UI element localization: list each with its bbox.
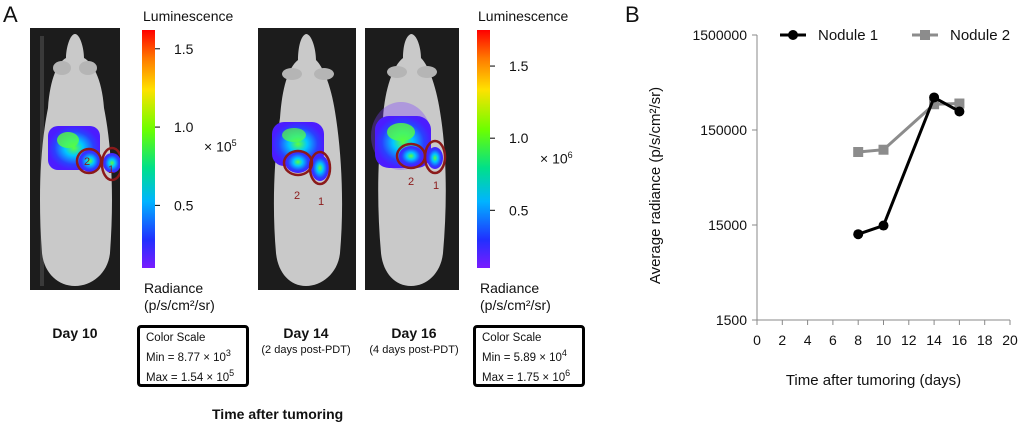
colorbar-2-title: Luminescence bbox=[478, 8, 569, 24]
colorbar-1-unit: Radiance bbox=[144, 280, 204, 296]
color-scale-min: Min = 8.77 × 103 bbox=[146, 348, 231, 364]
color-scale-title: Color Scale bbox=[146, 332, 206, 344]
data-point-nodule-2 bbox=[929, 99, 940, 110]
x-tick-label: 20 bbox=[1002, 332, 1018, 348]
nodule-label-2: 2 bbox=[408, 176, 415, 188]
panel-b-label: B bbox=[625, 2, 640, 27]
day-14-subtitle: (2 days post-PDT) bbox=[261, 344, 351, 356]
roi-nodule-1 bbox=[423, 139, 447, 175]
x-tick-label: 0 bbox=[753, 332, 761, 348]
radiance-chart: 1500 15000 150000 1500000 0 2 4 6 8 10 12 14 16 18 20 T… bbox=[647, 27, 1018, 389]
x-tick-label: 10 bbox=[876, 332, 892, 348]
x-tick-label: 12 bbox=[901, 332, 917, 348]
nodule-label-1: 1 bbox=[108, 164, 115, 176]
roi-nodule-2 bbox=[282, 149, 314, 177]
colorbar-tick-label: 1.0 bbox=[509, 130, 529, 146]
data-point-nodule-1 bbox=[929, 92, 940, 103]
y-tick-label: 1500000 bbox=[692, 27, 747, 43]
colorbar-2-unit: Radiance bbox=[480, 280, 540, 296]
day-16-subtitle: (4 days post-PDT) bbox=[369, 344, 459, 356]
color-scale-box-1: Color Scale Min = 8.77 × 103 Max = 1.54 … bbox=[137, 325, 249, 387]
roi-nodule-1 bbox=[100, 146, 120, 182]
data-point-nodule-2 bbox=[878, 144, 889, 155]
x-tick-label: 2 bbox=[778, 332, 786, 348]
colorbar-tick-label: 1.5 bbox=[174, 41, 194, 57]
color-scale-max: Max = 1.54 × 105 bbox=[146, 367, 235, 384]
roi-nodule-1 bbox=[308, 150, 332, 186]
panel-a-label: A bbox=[3, 2, 18, 27]
colorbar-tick-label: 1.5 bbox=[509, 58, 529, 74]
nodule-label-1: 1 bbox=[433, 180, 440, 192]
mouse-image-day16 bbox=[365, 28, 459, 290]
y-tick-label: 15000 bbox=[708, 217, 747, 233]
x-tick-label: 14 bbox=[926, 332, 942, 348]
y-tick-label: 1500 bbox=[716, 312, 747, 328]
data-point-nodule-2 bbox=[954, 98, 965, 109]
color-scale-box-2: Color Scale Min = 5.89 × 104 Max = 1.75 … bbox=[473, 325, 585, 387]
x-tick-label: 6 bbox=[829, 332, 837, 348]
color-scale-title: Color Scale bbox=[482, 332, 542, 344]
data-point-nodule-2 bbox=[853, 147, 864, 158]
legend-label: Nodule 1 bbox=[818, 27, 878, 44]
day-label-10: Day 10 bbox=[52, 325, 98, 341]
legend-marker bbox=[788, 30, 798, 40]
nodule-label-1: 1 bbox=[318, 196, 325, 208]
day-label-16: Day 16 bbox=[391, 325, 437, 341]
x-tick-label: 18 bbox=[977, 332, 993, 348]
x-tick-label: 8 bbox=[854, 332, 862, 348]
x-axis-title: Time after tumoring (days) bbox=[786, 372, 961, 389]
colorbar-2: 1.5 1.0 0.5 bbox=[477, 30, 529, 268]
nodule-label-2: 2 bbox=[294, 190, 301, 202]
color-scale-min: Min = 5.89 × 104 bbox=[482, 348, 567, 364]
data-point-nodule-1 bbox=[954, 106, 965, 117]
colorbar-1-unit-line2: (p/s/cm²/sr) bbox=[144, 297, 215, 313]
colorbar-tick-label: 0.5 bbox=[509, 202, 529, 218]
colorbar-1: 1.5 1.0 0.5 bbox=[142, 30, 194, 268]
color-scale-max: Max = 1.75 × 106 bbox=[482, 367, 571, 384]
series-line-nodule-1 bbox=[857, 95, 961, 236]
mouse-image-day14 bbox=[258, 28, 356, 290]
series-line-nodule-2 bbox=[858, 102, 960, 154]
panel-a-x-title: Time after tumoring bbox=[212, 406, 344, 422]
data-point-nodule-1 bbox=[853, 229, 864, 240]
nodule-label-2: 2 bbox=[84, 156, 91, 168]
day-label-14: Day 14 bbox=[283, 325, 329, 341]
colorbar-tick-label: 0.5 bbox=[174, 197, 194, 213]
y-axis-title: Average radiance (p/s/cm²/sr) bbox=[647, 87, 664, 284]
data-point-nodule-1 bbox=[878, 220, 889, 231]
colorbar-tick-label: 1.0 bbox=[174, 119, 194, 135]
colorbar-1-multiplier: × 105 bbox=[204, 138, 237, 155]
x-tick-label: 16 bbox=[952, 332, 968, 348]
mouse-image-day10 bbox=[30, 28, 120, 290]
y-tick-label: 150000 bbox=[700, 122, 747, 138]
colorbar-2-multiplier: × 106 bbox=[540, 150, 573, 167]
x-tick-label: 4 bbox=[804, 332, 812, 348]
legend-marker bbox=[920, 30, 930, 40]
colorbar-1-title: Luminescence bbox=[143, 8, 234, 24]
legend-label: Nodule 2 bbox=[950, 27, 1010, 44]
colorbar-2-unit-line2: (p/s/cm²/sr) bbox=[480, 297, 551, 313]
